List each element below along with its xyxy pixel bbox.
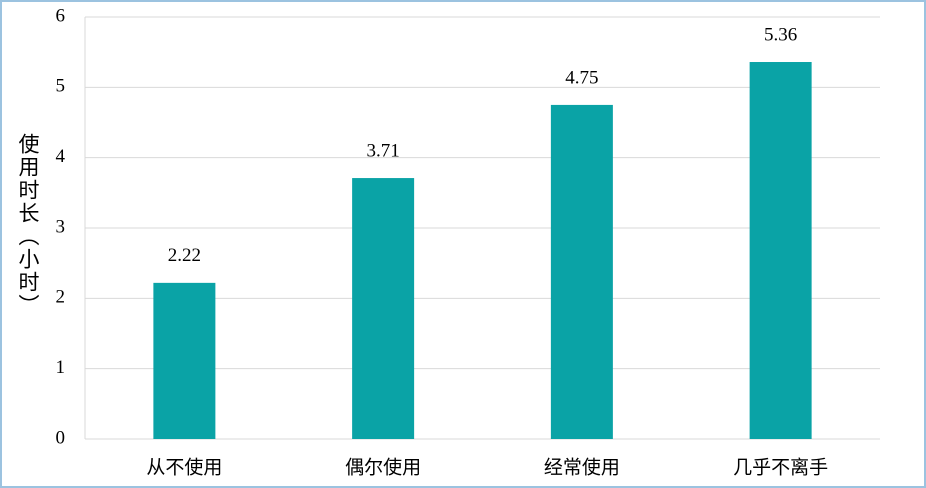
value-label: 5.36 (764, 24, 797, 45)
bar (550, 104, 613, 440)
y-tick-label: 5 (56, 76, 66, 97)
x-tick-label: 从不使用 (146, 457, 222, 479)
value-label: 3.71 (367, 140, 400, 161)
y-tick-label: 0 (56, 427, 66, 448)
value-label: 4.75 (565, 67, 598, 88)
x-tick-label: 几乎不离手 (733, 457, 828, 479)
y-tick-label: 2 (56, 287, 66, 308)
x-tick-label: 经常使用 (544, 457, 620, 479)
y-tick-label: 4 (56, 146, 66, 167)
bar (352, 178, 415, 439)
y-tick-label: 3 (56, 216, 66, 237)
bar (749, 62, 812, 439)
y-axis-label: 使用时长（小时） (16, 133, 40, 317)
x-tick-label: 偶尔使用 (345, 457, 421, 479)
value-label: 2.22 (168, 245, 201, 266)
y-tick-label: 6 (56, 5, 66, 26)
bar (153, 282, 216, 439)
y-tick-label: 1 (56, 357, 66, 378)
